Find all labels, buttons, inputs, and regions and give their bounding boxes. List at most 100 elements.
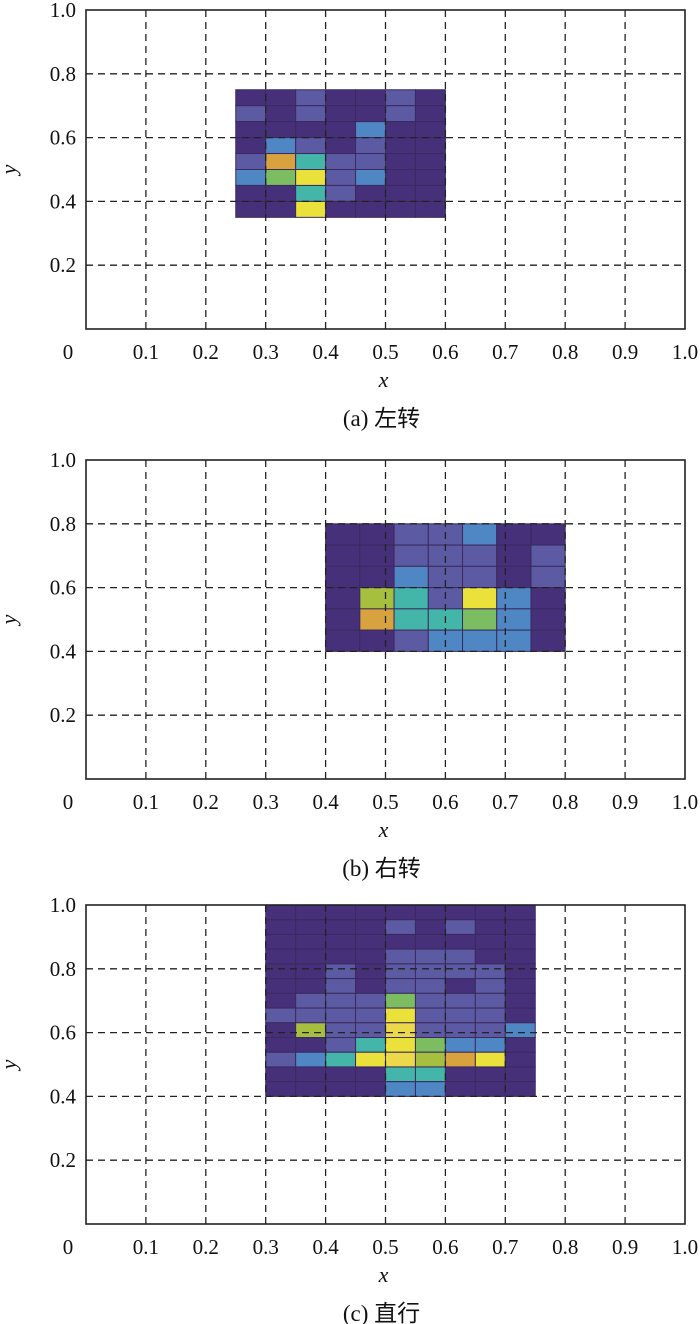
heatmap-cells bbox=[235, 89, 446, 218]
heatmap-cell bbox=[325, 1051, 357, 1068]
heatmap-cell bbox=[295, 184, 327, 202]
heatmap-cell bbox=[355, 948, 386, 965]
y-tick-label: 0.2 bbox=[50, 703, 76, 727]
heatmap-cell bbox=[474, 1081, 506, 1097]
x-tick-label: 0.2 bbox=[193, 790, 219, 814]
heatmap-cell bbox=[295, 978, 327, 994]
heatmap-cell bbox=[474, 1051, 506, 1068]
heatmap-cell bbox=[414, 1007, 446, 1024]
heatmap-cell bbox=[385, 992, 416, 1009]
heatmap-cell bbox=[414, 978, 446, 994]
heatmap-cell bbox=[295, 137, 327, 155]
heatmap-cell bbox=[235, 105, 267, 123]
heatmap-cell bbox=[385, 948, 416, 965]
heatmap-cell bbox=[444, 1066, 476, 1083]
x-tick-label: 0.6 bbox=[432, 340, 458, 364]
heatmap-cell bbox=[325, 587, 361, 610]
heatmap-cell bbox=[462, 587, 498, 610]
x-tick-label: 0.5 bbox=[372, 790, 398, 814]
x-axis-title: x bbox=[378, 367, 389, 392]
y-tick-label: 0.6 bbox=[50, 1021, 76, 1045]
heatmap-cell bbox=[462, 608, 498, 631]
heatmap-cell bbox=[355, 1037, 386, 1053]
heatmap-cell bbox=[385, 137, 416, 155]
heatmap-cell bbox=[325, 1022, 357, 1039]
heatmap-cell bbox=[295, 153, 327, 171]
x-tick-label: 1.0 bbox=[672, 790, 698, 814]
heatmap-cell bbox=[265, 1081, 297, 1097]
heatmap-cell bbox=[444, 1022, 476, 1039]
heatmap-cell bbox=[414, 169, 446, 186]
heatmap-cell bbox=[265, 153, 297, 171]
heatmap-cell bbox=[414, 963, 446, 980]
x-tick-label: 0.9 bbox=[612, 340, 638, 364]
heatmap-cell bbox=[530, 587, 566, 610]
y-tick-label: 1.0 bbox=[50, 448, 76, 472]
x-tick-label: 0 bbox=[63, 790, 74, 814]
y-tick-label: 1.0 bbox=[50, 893, 76, 917]
x-tick-label: 1.0 bbox=[672, 340, 698, 364]
heatmap-cell bbox=[385, 105, 416, 123]
x-tick-label: 0.9 bbox=[612, 790, 638, 814]
x-tick-label: 0.3 bbox=[253, 340, 279, 364]
heatmap-cell bbox=[414, 89, 446, 107]
heatmap-cell bbox=[265, 963, 297, 980]
heatmap-cell bbox=[474, 1037, 506, 1053]
heatmap-cell bbox=[325, 629, 361, 652]
heatmap-cell bbox=[295, 963, 327, 980]
heatmap-cells bbox=[265, 904, 536, 1097]
y-axis-title: y bbox=[0, 1059, 21, 1071]
heatmap-cell bbox=[496, 544, 532, 567]
panel-caption: (a) 左转 bbox=[343, 406, 420, 431]
grid bbox=[86, 10, 685, 329]
heatmap-cell bbox=[355, 169, 386, 186]
heatmap-cell bbox=[444, 933, 476, 950]
heatmap-cell bbox=[325, 169, 357, 186]
heatmap-cell bbox=[393, 629, 429, 652]
heatmap-cell bbox=[325, 105, 357, 123]
y-tick-label: 0.6 bbox=[50, 126, 76, 150]
heatmap-cell bbox=[504, 1066, 536, 1083]
heatmap-cell bbox=[295, 992, 327, 1009]
panel-right-turn: 0 0.1 0.2 0.3 0.4 0.5 0.6 0.7 0.8 0.9 1.0 0.2 0.4 0.6… bbox=[0, 448, 698, 881]
heatmap-cell bbox=[295, 200, 327, 218]
heatmap-cell bbox=[385, 1051, 416, 1068]
y-tick-label: 1.0 bbox=[50, 0, 76, 22]
panel-straight: 0 0.1 0.2 0.3 0.4 0.5 0.6 0.7 0.8 0.9 1.0 0.2 0.4 0.6… bbox=[0, 893, 698, 1324]
heatmap-cell bbox=[504, 992, 536, 1009]
x-axis-title: x bbox=[378, 817, 389, 842]
heatmap-cell bbox=[385, 153, 416, 171]
heatmap-cell bbox=[295, 904, 327, 921]
x-tick-label: 0.7 bbox=[492, 790, 518, 814]
heatmap-cell bbox=[355, 1081, 386, 1097]
heatmap-cell bbox=[265, 121, 297, 139]
heatmap-cell bbox=[414, 121, 446, 139]
y-tick-label: 0.2 bbox=[50, 253, 76, 277]
heatmap-cell bbox=[462, 565, 498, 589]
heatmap-cell bbox=[393, 587, 429, 610]
heatmap-cell bbox=[295, 105, 327, 123]
heatmap-cell bbox=[504, 1051, 536, 1068]
x-tick-label: 0.6 bbox=[432, 1235, 458, 1259]
heatmap-cell bbox=[474, 919, 506, 935]
y-tick-label: 0.6 bbox=[50, 576, 76, 600]
heatmap-cell bbox=[474, 1007, 506, 1024]
heatmap-cell bbox=[414, 1022, 446, 1039]
heatmap-cell bbox=[325, 963, 357, 980]
heatmap-cell bbox=[355, 137, 386, 155]
heatmap-cell bbox=[504, 1081, 536, 1097]
x-tick-label: 0.3 bbox=[253, 790, 279, 814]
heatmap-cell bbox=[414, 1037, 446, 1053]
y-axis-title: y bbox=[0, 164, 21, 176]
heatmap-cell bbox=[295, 919, 327, 935]
y-axis-title: y bbox=[0, 614, 21, 626]
heatmap-cell bbox=[265, 904, 297, 921]
heatmap-cell bbox=[444, 919, 476, 935]
heatmap-cell bbox=[265, 978, 297, 994]
plot-frame bbox=[85, 904, 686, 1225]
x-tick-label: 0.4 bbox=[312, 340, 339, 364]
heatmap-cell bbox=[355, 184, 386, 202]
heatmap-cell bbox=[462, 544, 498, 567]
heatmap-cell bbox=[393, 544, 429, 567]
heatmap-cell bbox=[504, 933, 536, 950]
